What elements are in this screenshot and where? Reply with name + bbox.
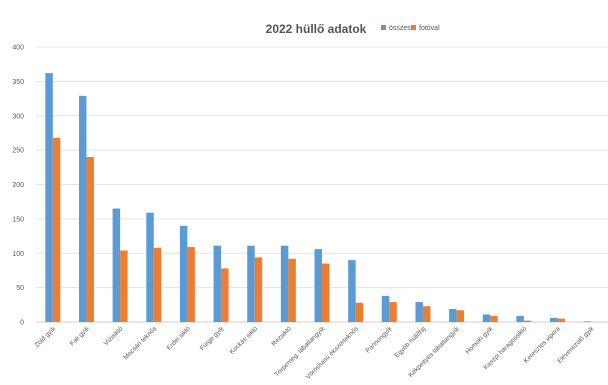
y-tick-label: 50 (16, 285, 24, 292)
bar-osszes (348, 260, 356, 323)
x-category-label: Fali gyík (69, 325, 92, 348)
bar-fotoval (490, 315, 498, 322)
legend-label-fotoval: fotóval (419, 25, 440, 32)
y-tick-label: 300 (12, 113, 24, 120)
bar-fotoval (254, 257, 263, 323)
bar-fotoval (523, 320, 532, 323)
y-tick-label: 400 (12, 45, 24, 52)
bar-osszes (482, 314, 491, 322)
bar-fotoval (422, 306, 431, 322)
bar-fotoval (52, 137, 61, 322)
bar-fotoval (120, 250, 128, 322)
x-category-label: Fürge gyík (199, 325, 226, 352)
bar-fotoval (456, 310, 465, 322)
x-category-label: Erdei sikló (166, 325, 192, 351)
bar-fotoval (221, 268, 229, 323)
y-tick-label: 150 (12, 216, 24, 223)
bar-fotoval (187, 247, 195, 322)
bar-osszes (583, 321, 592, 322)
bar-fotoval (389, 302, 397, 322)
bar-fotoval (288, 258, 296, 322)
bar-osszes (78, 95, 87, 322)
x-category-label: Vízisikló (103, 325, 125, 347)
bar-fotoval (322, 263, 330, 322)
y-tick-label: 100 (12, 251, 24, 258)
y-tick-label: 250 (12, 148, 24, 155)
bar-osszes (516, 315, 524, 322)
y-tick-label: 0 (20, 320, 24, 327)
bar-osszes (247, 245, 255, 322)
bar-osszes (280, 245, 289, 322)
bar-fotoval (86, 157, 94, 322)
x-category-label: Kockás sikló (229, 325, 260, 356)
bar-fotoval (355, 302, 364, 322)
bar-osszes (449, 308, 457, 322)
legend: összes fotóval (381, 25, 440, 32)
bar-osszes (112, 208, 121, 322)
bar-osszes (146, 212, 154, 322)
x-category-label: Rézsikló (270, 325, 293, 348)
bar-osszes (179, 225, 188, 322)
bar-osszes (45, 73, 53, 323)
x-category-label: Pannongyík (364, 325, 394, 355)
bar-osszes (381, 295, 390, 323)
bar-osszes (213, 245, 222, 322)
bar-osszes (415, 302, 423, 322)
bar-fotoval (557, 318, 566, 322)
x-category-label: Egyéb hüllőfaj (393, 325, 427, 359)
bar-fotoval (153, 247, 162, 322)
bar-osszes (314, 249, 322, 323)
x-category-label: Elevenszülő gyík (556, 325, 596, 365)
x-category-label: Zöld gyík (34, 325, 58, 349)
legend-swatch-osszes (381, 25, 386, 30)
legend-swatch-fotoval (411, 25, 416, 30)
x-category-label: Mocsári teknős (122, 325, 158, 361)
bar-osszes (550, 317, 558, 323)
y-tick-label: 350 (12, 79, 24, 86)
legend-label-osszes: összes (389, 25, 411, 32)
y-tick-label: 200 (12, 182, 24, 189)
chart-title: 2022 hüllő adatok (266, 22, 367, 36)
x-category-label: Homoki gyík (464, 325, 495, 356)
